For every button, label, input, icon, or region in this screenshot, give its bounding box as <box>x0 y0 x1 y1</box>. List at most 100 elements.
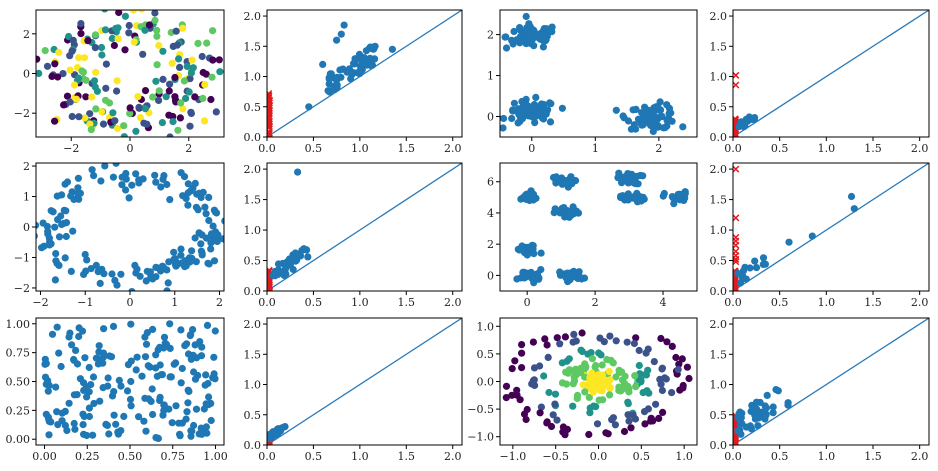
scatter-point <box>198 343 206 351</box>
scatter-point <box>89 373 98 381</box>
h0-marker <box>733 71 740 79</box>
scatter-point <box>214 231 222 239</box>
scatter-point <box>501 33 509 41</box>
scatter-point <box>213 237 221 246</box>
scatter-point <box>74 74 83 82</box>
scatter-point <box>641 115 649 123</box>
y-tick-label: 1 <box>487 70 494 83</box>
scatter-point <box>185 387 193 395</box>
scatter-point <box>685 374 693 383</box>
scatter-point <box>289 265 297 274</box>
x-tick-label: −0.5 <box>542 450 569 463</box>
scatter-point <box>83 431 91 440</box>
scatter-point <box>184 189 192 197</box>
scatter-point <box>663 338 671 346</box>
x-tick-label: 1.5 <box>864 450 882 463</box>
scatter-point <box>191 179 199 187</box>
scatter-point <box>110 411 118 419</box>
scatter-point <box>649 127 657 135</box>
y-tick-label: 0.5 <box>244 409 262 422</box>
x-tick-label: 1.0 <box>351 296 369 309</box>
x-tick-label: 0.25 <box>75 450 100 463</box>
y-tick-label: 0.0 <box>477 376 495 389</box>
scatter-point <box>135 139 142 146</box>
h0-marker <box>733 241 740 249</box>
scatter-point <box>522 12 530 21</box>
x-tick-label: 0.0 <box>724 296 742 309</box>
scatter-point <box>92 105 100 113</box>
scatter-point <box>153 26 161 34</box>
scatter-point <box>142 340 151 348</box>
scatter-point <box>543 107 551 116</box>
scatter-point <box>170 360 178 368</box>
scatter-point <box>207 245 215 253</box>
scatter-point <box>230 235 237 242</box>
scatter-point <box>36 232 38 240</box>
scatter-point <box>233 234 240 241</box>
scatter-point <box>53 323 61 331</box>
x-tick-label: 0.75 <box>160 450 185 463</box>
scatter-point <box>189 64 197 72</box>
scatter-point <box>202 371 210 379</box>
scatter-point <box>165 87 173 95</box>
x-tick-label: 2 <box>185 142 192 155</box>
scatter-point <box>296 252 305 260</box>
x-tick-label: 1 <box>171 296 178 309</box>
scatter-point <box>537 403 546 411</box>
scatter-point <box>126 395 135 403</box>
scatter-point <box>635 196 644 204</box>
scatter-point <box>151 171 159 179</box>
scatter-point <box>203 429 211 437</box>
scatter-point <box>516 33 525 41</box>
scatter-point <box>186 122 194 130</box>
x-tick-label: 0.5 <box>305 296 323 309</box>
scatter-point <box>92 261 100 269</box>
scatter-point <box>645 389 653 397</box>
scatter-point <box>110 41 118 50</box>
y-tick-label: 0.0 <box>710 285 728 298</box>
scatter-point <box>759 254 768 262</box>
scatter-point <box>68 112 76 121</box>
scatter-point <box>594 371 602 379</box>
scatter-point <box>62 232 70 241</box>
x-tick-label: 2.0 <box>444 296 462 309</box>
scatter-point <box>156 393 164 401</box>
scatter-point <box>280 271 288 279</box>
scatter-point <box>508 365 516 373</box>
y-tick-label: −0.5 <box>467 403 494 416</box>
scatter-point <box>221 217 224 225</box>
x-tick-label: 2.0 <box>444 142 462 155</box>
scatter-point <box>189 351 197 359</box>
scatter-point <box>100 325 108 333</box>
scatter-point <box>138 10 146 13</box>
scatter-point <box>563 357 571 365</box>
x-tick-label: 0.5 <box>771 450 789 463</box>
diagonal-line <box>267 10 462 137</box>
scatter-point <box>639 389 647 397</box>
scatter-point <box>166 80 174 88</box>
scatter-point <box>143 120 151 128</box>
scatter-point <box>754 422 762 430</box>
scatter-point <box>117 270 125 278</box>
scatter-point <box>70 419 78 428</box>
x-tick-label: −2 <box>32 296 48 309</box>
y-tick-label: 0 <box>23 68 30 81</box>
scatter-point <box>541 335 549 343</box>
scatter-point <box>204 259 212 267</box>
x-tick-label: 2 <box>216 296 223 309</box>
scatter-point <box>111 276 119 284</box>
scatter-point <box>621 372 629 380</box>
scatter-point <box>166 320 174 328</box>
scatter-point <box>658 364 667 372</box>
scatter-point <box>202 423 210 431</box>
scatter-point <box>81 250 89 259</box>
x-tick-label: 2.0 <box>911 296 929 309</box>
x-tick-label: 0.5 <box>771 296 789 309</box>
scatter-point <box>282 264 290 272</box>
scatter-point <box>90 77 99 85</box>
y-tick-label: 1.0 <box>477 320 495 333</box>
scatter-point <box>808 232 816 240</box>
h0-marker <box>267 112 273 120</box>
scatter-point <box>539 43 548 51</box>
scatter-point <box>676 190 684 198</box>
